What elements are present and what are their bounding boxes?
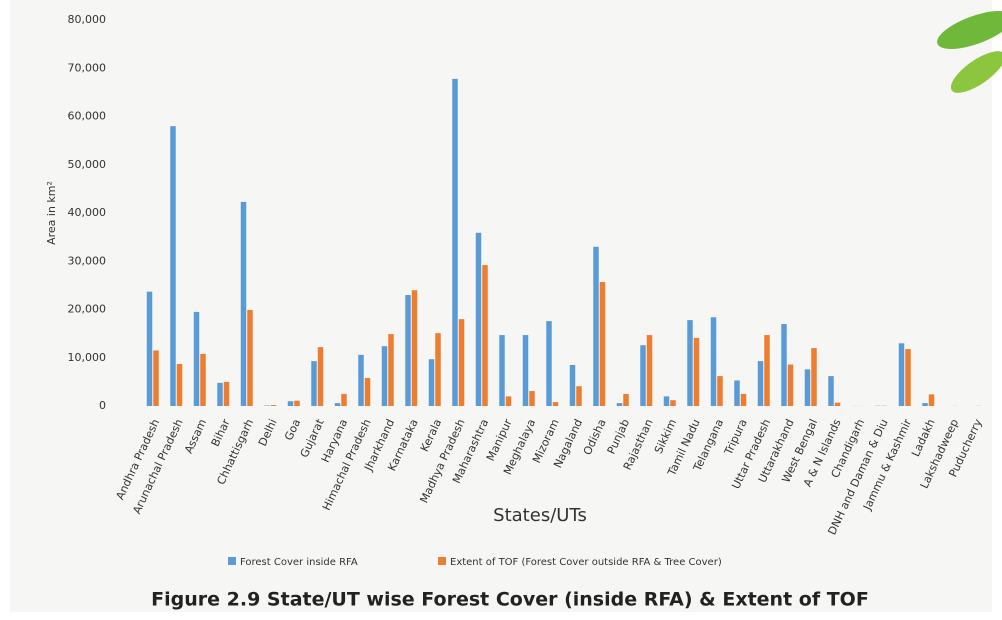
x-axis-title: States/UTs xyxy=(493,505,587,526)
y-tick-label: 50,000 xyxy=(68,158,107,171)
bar xyxy=(176,364,183,406)
bar xyxy=(153,350,159,406)
bar xyxy=(828,376,834,406)
bar xyxy=(200,353,206,406)
bar xyxy=(546,321,552,406)
bar xyxy=(670,400,676,406)
bar xyxy=(381,346,388,406)
bar xyxy=(311,361,317,406)
bar xyxy=(475,232,482,406)
bar xyxy=(717,376,723,406)
bar xyxy=(787,364,794,406)
bar xyxy=(482,265,488,406)
bar xyxy=(240,201,247,406)
legend-swatch xyxy=(228,557,236,565)
bar xyxy=(270,405,277,406)
legend-swatch xyxy=(438,557,446,565)
bar xyxy=(294,400,300,406)
bar xyxy=(663,396,670,406)
y-tick-label: 10,000 xyxy=(68,351,107,364)
bar xyxy=(757,361,764,406)
y-tick-label: 20,000 xyxy=(68,303,107,316)
bar xyxy=(146,291,153,406)
bar xyxy=(599,281,606,406)
bar xyxy=(405,295,411,406)
y-tick-label: 40,000 xyxy=(68,206,107,219)
y-tick-label: 0 xyxy=(99,399,106,412)
bar xyxy=(170,126,176,407)
bar xyxy=(804,369,811,406)
bar xyxy=(687,320,693,406)
legend-label: Forest Cover inside RFA xyxy=(240,557,358,568)
bar xyxy=(905,349,911,406)
bar xyxy=(458,319,465,406)
bar xyxy=(740,393,747,406)
bar xyxy=(710,317,717,406)
bar xyxy=(569,364,576,406)
bar xyxy=(435,333,441,406)
bar xyxy=(922,403,928,406)
bar xyxy=(247,309,253,406)
bar xyxy=(693,337,700,406)
y-tick-label: 70,000 xyxy=(68,61,107,74)
bar xyxy=(646,335,653,406)
bar xyxy=(334,403,341,406)
bar xyxy=(287,401,294,406)
bar xyxy=(364,378,371,406)
bar xyxy=(928,394,935,406)
bar xyxy=(223,381,230,406)
bar xyxy=(593,246,599,406)
y-tick-label: 80,000 xyxy=(68,13,107,26)
leaf-decoration xyxy=(937,11,1002,93)
bar xyxy=(428,359,435,406)
caption: Figure 2.9 State/UT wise Forest Cover (i… xyxy=(151,589,869,611)
bar xyxy=(576,386,582,406)
bar xyxy=(388,334,394,406)
y-axis-title: Area in km² xyxy=(45,181,58,245)
bar xyxy=(358,354,364,406)
y-tick-label: 30,000 xyxy=(68,254,107,267)
bar xyxy=(193,311,200,406)
bar xyxy=(781,323,787,406)
bar xyxy=(217,382,223,406)
bar xyxy=(552,402,559,406)
bar xyxy=(341,393,347,406)
y-tick-label: 60,000 xyxy=(68,110,107,123)
bar xyxy=(616,403,623,406)
bar xyxy=(499,335,505,406)
bar xyxy=(522,335,529,406)
bar xyxy=(898,343,905,406)
bar xyxy=(811,348,817,406)
bar xyxy=(834,402,841,406)
bar xyxy=(529,391,535,406)
legend-label: Extent of TOF (Forest Cover outside RFA … xyxy=(450,557,722,568)
bar xyxy=(505,396,512,406)
bar xyxy=(317,347,324,406)
bar xyxy=(734,380,740,406)
bar xyxy=(640,345,646,406)
bar xyxy=(764,335,770,406)
bar xyxy=(623,393,629,406)
bar xyxy=(452,78,458,407)
bar xyxy=(411,290,418,406)
